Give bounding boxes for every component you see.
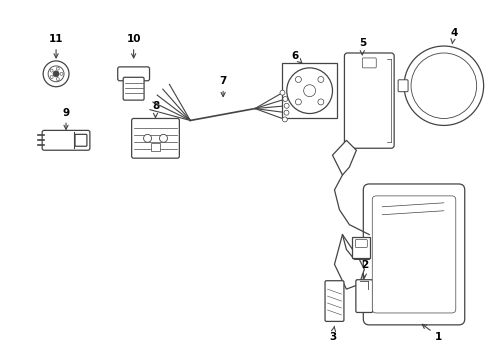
FancyBboxPatch shape <box>123 77 144 100</box>
Text: 5: 5 <box>358 38 365 55</box>
FancyBboxPatch shape <box>362 58 375 68</box>
FancyBboxPatch shape <box>75 134 87 146</box>
Circle shape <box>280 90 285 95</box>
FancyBboxPatch shape <box>371 196 455 313</box>
Circle shape <box>317 99 323 105</box>
Circle shape <box>43 61 69 87</box>
Circle shape <box>284 110 288 115</box>
FancyBboxPatch shape <box>363 184 464 325</box>
FancyBboxPatch shape <box>352 237 369 258</box>
Text: 7: 7 <box>219 76 226 96</box>
Circle shape <box>286 68 332 113</box>
Circle shape <box>53 71 59 77</box>
Circle shape <box>303 85 315 96</box>
Text: 1: 1 <box>421 324 442 342</box>
Text: 3: 3 <box>328 326 335 342</box>
FancyBboxPatch shape <box>355 280 372 312</box>
FancyBboxPatch shape <box>42 130 90 150</box>
Circle shape <box>295 99 301 105</box>
FancyBboxPatch shape <box>281 63 337 118</box>
Text: 6: 6 <box>290 51 301 63</box>
Text: 9: 9 <box>62 108 69 129</box>
Circle shape <box>159 134 167 142</box>
Circle shape <box>60 72 63 75</box>
Circle shape <box>295 76 301 82</box>
FancyBboxPatch shape <box>118 67 149 81</box>
Circle shape <box>284 103 288 108</box>
Circle shape <box>56 67 59 70</box>
FancyBboxPatch shape <box>355 239 366 247</box>
Circle shape <box>282 117 287 122</box>
Circle shape <box>48 66 64 82</box>
Text: 4: 4 <box>449 28 457 44</box>
FancyBboxPatch shape <box>397 80 407 92</box>
Circle shape <box>317 76 323 82</box>
Circle shape <box>56 77 59 81</box>
Circle shape <box>50 69 53 72</box>
Circle shape <box>410 53 476 118</box>
Text: 2: 2 <box>360 260 367 278</box>
Circle shape <box>282 96 287 102</box>
FancyBboxPatch shape <box>131 118 179 158</box>
Text: 8: 8 <box>152 100 159 117</box>
Text: 10: 10 <box>126 34 141 58</box>
Circle shape <box>50 76 53 78</box>
Circle shape <box>403 46 483 125</box>
Polygon shape <box>332 140 356 175</box>
FancyBboxPatch shape <box>325 281 343 321</box>
Circle shape <box>143 134 151 142</box>
Polygon shape <box>334 235 364 289</box>
FancyBboxPatch shape <box>150 143 160 151</box>
Text: 11: 11 <box>49 34 63 58</box>
FancyBboxPatch shape <box>344 53 393 148</box>
